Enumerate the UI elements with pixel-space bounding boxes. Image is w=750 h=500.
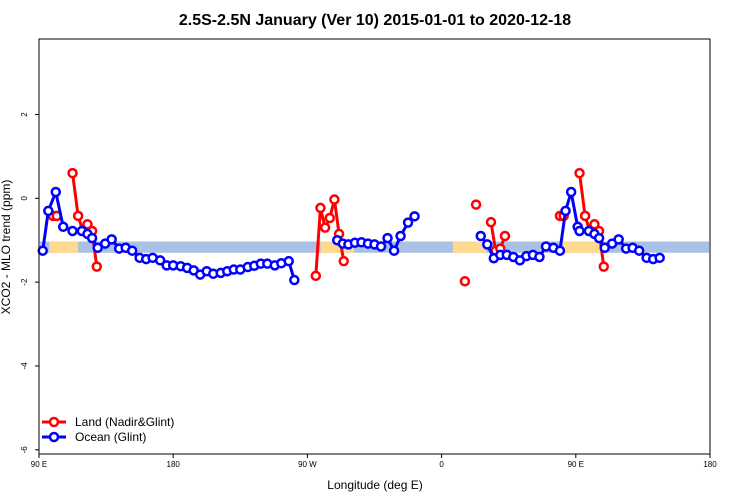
series-0-point: [589, 219, 600, 230]
legend-marker-land: [48, 416, 60, 428]
series-1-point: [50, 186, 62, 198]
x-tick-label: 90 E: [31, 460, 47, 469]
series-0-point: [319, 222, 331, 233]
axes: 90 E 180 90 W 0 90 E 180 2 0 -2 -4 -6: [20, 112, 717, 469]
series-1-point: [106, 234, 117, 245]
series-0-point: [574, 167, 585, 179]
plot-frame: [38, 38, 711, 455]
series-0-point: [91, 261, 103, 272]
series-0-point: [499, 230, 511, 242]
series-0-point: [82, 219, 93, 230]
series-0-point: [72, 210, 84, 222]
reference-band-land-1: [320, 241, 354, 253]
x-tick-label: 90 E: [568, 460, 584, 469]
series-0-point: [315, 202, 326, 214]
y-axis-label: XCO2 - MLO trend (ppm): [0, 180, 13, 315]
series-1-point: [57, 221, 69, 233]
series-1-point: [402, 217, 414, 228]
x-axis-label: Longitude (deg E): [327, 478, 422, 492]
y-tick-label: -4: [20, 362, 29, 370]
x-tick-label: 0: [439, 460, 444, 469]
y-tick-label: -6: [20, 446, 29, 454]
series-0-point: [579, 210, 591, 222]
reference-band-land-2: [452, 241, 487, 253]
series-1-point: [593, 232, 605, 244]
legend: Land (Nadir&Glint) Ocean (Glint): [42, 415, 174, 444]
series-1-point: [375, 241, 387, 252]
series-1: [37, 186, 665, 286]
legend-label-ocean: Ocean (Glint): [75, 430, 146, 444]
chart-title: 2.5S-2.5N January (Ver 10) 2015-01-01 to…: [179, 12, 571, 29]
series-1-point: [395, 230, 406, 242]
series-0-point: [67, 167, 78, 179]
series-0-point: [329, 194, 340, 205]
series-1-point: [67, 225, 78, 237]
series-1-point: [86, 232, 98, 244]
series-0-point: [470, 199, 482, 210]
y-tick-label: 2: [20, 112, 29, 117]
series-1-point: [554, 245, 566, 256]
series-1-point: [409, 211, 420, 222]
reference-band-land-3: [559, 241, 601, 253]
series-1-point: [283, 255, 295, 267]
series-1-point: [599, 242, 610, 254]
series-1-point: [613, 234, 624, 245]
series-1-point: [475, 230, 486, 242]
series-1-point: [574, 225, 585, 237]
series-1-point: [154, 255, 166, 266]
series-1-point: [37, 245, 48, 256]
y-tick-label: -2: [20, 278, 29, 286]
y-tick-label: 0: [20, 196, 29, 201]
series-1-point: [565, 186, 577, 198]
series-1-point: [654, 252, 665, 264]
series-1-point: [388, 245, 400, 256]
series-0-point: [459, 276, 471, 287]
series-1-point: [633, 245, 645, 256]
series-1-point: [43, 205, 54, 217]
series-0-point: [338, 255, 349, 267]
x-tick-label: 180: [167, 460, 181, 469]
series-1-point: [92, 242, 103, 254]
x-tick-label: 180: [703, 460, 717, 469]
series-0-point: [598, 261, 610, 272]
series-1-point: [289, 274, 300, 286]
series-0-point: [310, 270, 322, 282]
series-layer: [37, 167, 665, 287]
series-0-point: [485, 216, 497, 228]
x-tick-label: 90 W: [298, 460, 317, 469]
series-1-point: [382, 232, 393, 244]
series-0-point: [324, 212, 336, 224]
series-1-point: [482, 239, 493, 250]
series-1-line-1: [72, 229, 296, 281]
series-1-point: [126, 245, 138, 256]
legend-label-land: Land (Nadir&Glint): [75, 415, 174, 429]
legend-marker-ocean: [48, 431, 60, 443]
series-1-line-0: [41, 190, 65, 251]
reference-band-land-0: [49, 241, 79, 253]
series-1-point: [560, 205, 571, 217]
series-0: [47, 167, 610, 287]
series-1-point: [534, 251, 545, 263]
